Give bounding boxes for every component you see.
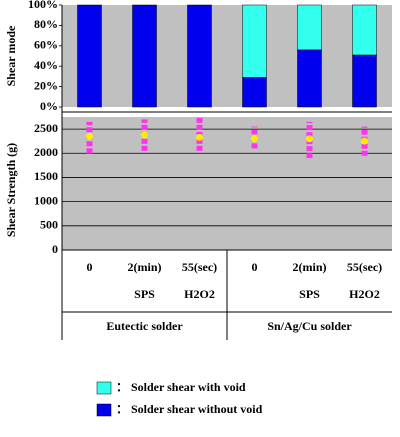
legend-swatch [96,381,112,395]
category-label: 2(min) [293,260,327,274]
legend-swatch [96,403,112,417]
category-label: SPS [134,287,155,301]
mean-dot [361,137,368,145]
bar [352,4,377,56]
y-tick-label: 1000 [34,193,58,207]
y-tick-label: 0 [52,242,58,256]
bar [352,54,377,108]
bar [187,4,212,108]
bar [297,49,322,108]
group-label: Eutectic solder [106,319,183,333]
category-label: H2O2 [349,287,380,301]
y-tick-label: 0% [40,99,58,113]
group-label: Sn/Ag/Cu solder [267,319,352,333]
bar [242,77,267,108]
plot-area [62,117,392,250]
plot-area [62,5,392,107]
bar [77,4,102,108]
y-tick-label: 2000 [34,145,58,159]
y-tick-label: 80% [34,17,58,31]
category-label: 0 [252,260,258,274]
y-tick-label: 60% [34,38,58,52]
legend-label: ： Solder shear with void [116,380,246,394]
bar [132,4,157,108]
y-axis-label: Shear mode [4,25,18,86]
mean-dot [306,135,313,143]
mean-dot [251,135,258,143]
category-label: SPS [299,287,320,301]
legend-label: ： Solder shear without void [116,402,263,416]
y-tick-label: 20% [34,78,58,92]
category-label: 55(sec) [347,260,382,274]
y-tick-label: 100% [28,0,58,11]
bar [242,4,267,78]
mean-dot [196,133,203,141]
category-label: 55(sec) [182,260,217,274]
y-tick-label: 1500 [34,169,58,183]
y-axis-label: Shear Strength (g) [4,143,18,237]
bar [297,4,322,51]
mean-dot [141,131,148,139]
category-label: H2O2 [184,287,215,301]
category-label: 2(min) [128,260,162,274]
category-label: 0 [87,260,93,274]
y-tick-label: 40% [34,58,58,72]
y-tick-label: 500 [40,218,58,232]
mean-dot [86,132,93,140]
y-tick-label: 2500 [34,121,58,135]
